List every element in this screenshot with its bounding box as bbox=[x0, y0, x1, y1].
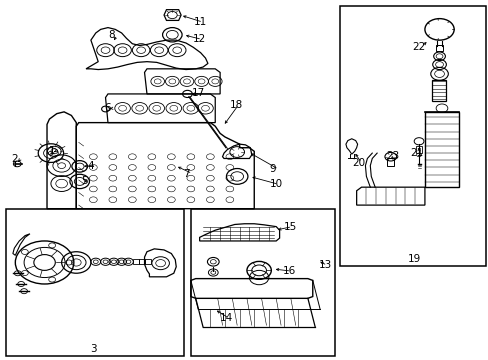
Text: 6: 6 bbox=[104, 103, 110, 113]
Text: 16: 16 bbox=[282, 266, 295, 276]
Bar bbox=[415, 146, 421, 153]
Bar bbox=[139, 259, 145, 264]
Text: 22: 22 bbox=[412, 42, 425, 51]
Bar bbox=[386, 158, 393, 166]
Bar bbox=[435, 45, 443, 51]
Text: 17: 17 bbox=[191, 88, 204, 98]
Text: 3: 3 bbox=[90, 344, 97, 354]
Text: 5: 5 bbox=[81, 176, 87, 186]
Text: 21: 21 bbox=[409, 148, 423, 158]
Text: 14: 14 bbox=[220, 313, 233, 323]
Text: 12: 12 bbox=[193, 35, 206, 44]
Text: 11: 11 bbox=[194, 17, 207, 27]
Bar bbox=[431, 80, 446, 101]
Bar bbox=[133, 259, 139, 264]
Text: 13: 13 bbox=[318, 260, 331, 270]
Text: 20: 20 bbox=[352, 158, 365, 168]
Bar bbox=[5, 209, 183, 356]
Text: 10: 10 bbox=[269, 179, 283, 189]
Text: 9: 9 bbox=[269, 164, 276, 174]
Bar bbox=[339, 6, 485, 266]
Bar bbox=[190, 209, 334, 356]
Text: 4: 4 bbox=[87, 161, 94, 171]
Text: 8: 8 bbox=[108, 30, 114, 40]
Text: 2: 2 bbox=[11, 154, 18, 164]
Text: 15: 15 bbox=[283, 222, 296, 231]
Text: 7: 7 bbox=[183, 168, 190, 179]
Text: 23: 23 bbox=[385, 150, 398, 161]
Text: 19: 19 bbox=[407, 254, 420, 264]
Bar bbox=[424, 112, 458, 187]
Text: 18: 18 bbox=[229, 100, 243, 110]
Bar bbox=[145, 259, 151, 264]
Text: 1: 1 bbox=[48, 145, 55, 156]
